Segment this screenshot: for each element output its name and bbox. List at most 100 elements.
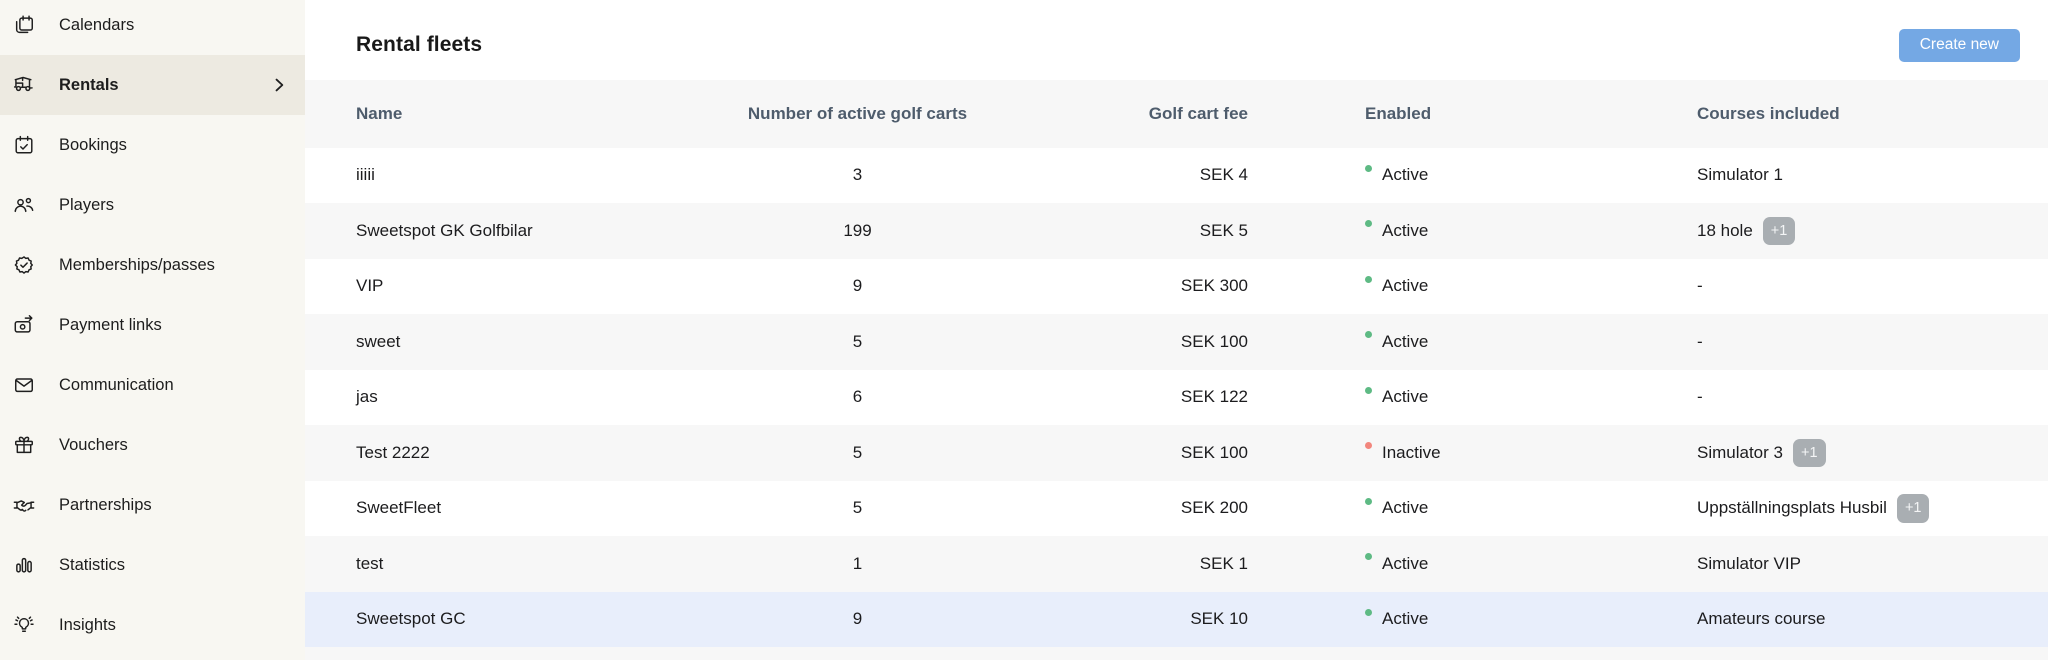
create-new-button[interactable]: Create new [1898, 28, 2020, 62]
sidebar-item-label: Players [59, 195, 115, 214]
sidebar-item-label: Rentals [59, 75, 119, 94]
cart-count: 199 [843, 220, 872, 240]
sidebar: Calendars Rentals Bookings [0, 0, 305, 660]
sidebar-item-calendars[interactable]: Calendars [0, 0, 305, 55]
status-dot [1365, 608, 1372, 616]
sidebar-item-label: Payment links [59, 315, 162, 334]
handshake-icon [13, 494, 35, 516]
table-row[interactable]: jas 6 SEK 122 Active - [305, 370, 2048, 426]
lightbulb-icon [13, 614, 35, 636]
fleet-name: Sweetspot GK Golfbilar [356, 220, 533, 240]
sidebar-item-vouchers[interactable]: Vouchers [0, 415, 305, 475]
status-label: Active [1382, 276, 1429, 296]
table-row[interactable]: Sweetspot GC 9 SEK 10 Active Amateurs co… [305, 591, 2048, 648]
status: Active [1365, 331, 1695, 352]
cart-count: 5 [852, 498, 863, 518]
fee: SEK 100 [1180, 442, 1248, 462]
sidebar-item-communication[interactable]: Communication [0, 355, 305, 415]
cart-count: 6 [852, 387, 863, 407]
page-header: Rental fleets Create new [305, 0, 2048, 80]
table-row[interactable]: VIP 9 SEK 300 Active - [305, 259, 2048, 315]
payment-link-icon [13, 314, 35, 336]
fee: SEK 200 [1180, 498, 1248, 518]
column-header-fee: Golf cart fee [1148, 103, 1248, 123]
sidebar-item-bookings[interactable]: Bookings [0, 115, 305, 175]
sidebar-item-label: Partnerships [59, 495, 152, 514]
course-name: 18 hole [1697, 220, 1753, 240]
course-name: - [1697, 276, 1703, 296]
fleet-name: sweet [356, 331, 401, 351]
status-label: Active [1382, 331, 1429, 351]
sidebar-item-payment-links[interactable]: Payment links [0, 295, 305, 355]
fee: SEK 300 [1180, 276, 1248, 296]
sidebar-item-memberships[interactable]: Memberships/passes [0, 235, 305, 295]
sidebar-item-statistics[interactable]: Statistics [0, 535, 305, 595]
status-dot [1365, 220, 1372, 228]
column-header-name: Name [356, 103, 403, 123]
fleet-name: VIP [356, 276, 384, 296]
fee: SEK 4 [1199, 165, 1248, 185]
table-row[interactable]: Test 2222 5 SEK 100 Inactive Simulator 3… [305, 425, 2048, 481]
fleet-name: test [356, 553, 384, 573]
extra-courses-badge: +1 [1762, 216, 1796, 246]
sidebar-item-label: Bookings [59, 135, 127, 154]
envelope-icon [13, 374, 35, 396]
sidebar-item-rentals[interactable]: Rentals [0, 55, 305, 115]
cart-count: 1 [852, 553, 863, 573]
status-dot [1365, 553, 1372, 561]
main-content: Rental fleets Create new Name Number of … [305, 0, 2048, 660]
table-row[interactable]: Sweetspot GK Golfbilar 199 SEK 5 Active … [305, 203, 2048, 259]
sidebar-item-label: Vouchers [59, 435, 128, 454]
course-name: Uppställningsplats Husbil [1697, 498, 1887, 518]
status-dot [1365, 331, 1372, 339]
sidebar-item-insights[interactable]: Insights [0, 595, 305, 655]
status-dot [1365, 442, 1372, 450]
gift-icon [13, 434, 35, 456]
status: Active [1365, 386, 1695, 407]
status: Active [1365, 608, 1695, 629]
status-label: Active [1382, 609, 1429, 629]
table-row[interactable]: test 1 SEK 1 Active Simulator VIP [305, 536, 2048, 592]
sidebar-nav: Calendars Rentals Bookings [0, 0, 305, 655]
fleet-name: Sweetspot GC [356, 609, 466, 629]
extra-courses-badge: +1 [1792, 438, 1826, 468]
people-icon [13, 194, 35, 216]
cart-count: 5 [852, 331, 863, 351]
course-name: Simulator 3 [1697, 442, 1783, 462]
status-label: Active [1382, 220, 1429, 240]
sidebar-item-players[interactable]: Players [0, 175, 305, 235]
fee: SEK 5 [1199, 220, 1248, 240]
status: Active [1365, 220, 1695, 241]
next-row-partial [305, 647, 2048, 660]
status-dot [1365, 497, 1372, 505]
status-dot [1365, 275, 1372, 283]
table-header-row: Name Number of active golf carts Golf ca… [305, 79, 2048, 148]
course-name: - [1697, 387, 1703, 407]
calendars-icon [13, 14, 35, 36]
calendar-check-icon [13, 134, 35, 156]
course-name: Simulator 1 [1697, 165, 1783, 185]
table-row[interactable]: SweetFleet 5 SEK 200 Active Uppställning… [305, 481, 2048, 537]
cart-count: 3 [852, 165, 863, 185]
fee: SEK 122 [1180, 387, 1248, 407]
course-name: Amateurs course [1697, 609, 1826, 629]
status-label: Inactive [1382, 442, 1441, 462]
table-row[interactable]: iiiii 3 SEK 4 Active Simulator 1 [305, 148, 2048, 204]
status: Active [1365, 497, 1695, 518]
table-row[interactable]: sweet 5 SEK 100 Active - [305, 314, 2048, 370]
fee: SEK 100 [1180, 331, 1248, 351]
extra-courses-badge: +1 [1896, 494, 1930, 523]
course-name: Simulator VIP [1697, 553, 1801, 573]
fleet-name: SweetFleet [356, 498, 442, 518]
cart-count: 9 [852, 609, 863, 629]
sidebar-item-label: Communication [59, 375, 174, 394]
course-name: - [1697, 331, 1703, 351]
table-body: iiiii 3 SEK 4 Active Simulator 1 Sweetsp… [305, 148, 2048, 648]
column-header-enabled: Enabled [1365, 103, 1432, 123]
status: Inactive [1365, 442, 1695, 463]
sidebar-item-label: Insights [59, 615, 116, 634]
sidebar-item-partnerships[interactable]: Partnerships [0, 475, 305, 535]
status-dot [1365, 164, 1372, 172]
bar-chart-icon [13, 554, 35, 576]
